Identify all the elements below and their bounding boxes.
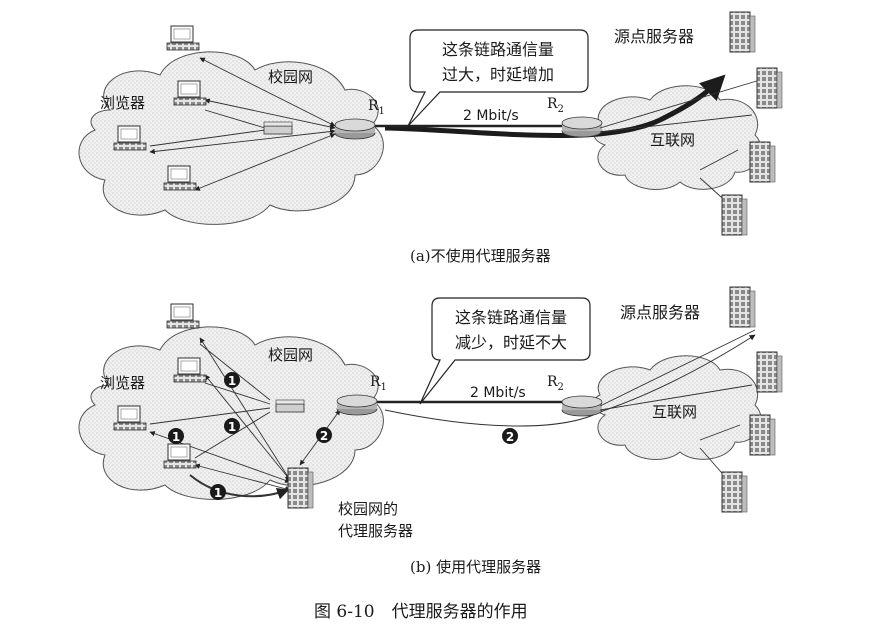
step-marker-2b: 2 bbox=[502, 428, 518, 444]
r2-label-a: R2 bbox=[547, 96, 564, 115]
browser-label-b: 浏览器 bbox=[100, 374, 145, 392]
r1-label-b: R1 bbox=[370, 374, 387, 393]
link-rate-label-a: 2 Mbit/s bbox=[463, 108, 519, 124]
proxy-server bbox=[287, 467, 314, 509]
origin-server-label-b: 源点服务器 bbox=[620, 303, 700, 322]
internet-cloud-a bbox=[593, 85, 762, 190]
callout-a-line1: 这条链路通信量 bbox=[442, 40, 554, 59]
internet-label-a: 互联网 bbox=[650, 131, 695, 149]
origin-server-b1 bbox=[729, 286, 756, 328]
browser-label-a: 浏览器 bbox=[100, 94, 145, 112]
origin-server-b2 bbox=[756, 351, 783, 393]
wan-heavy-link-a bbox=[384, 74, 726, 139]
origin-server-b4 bbox=[721, 471, 748, 513]
origin-server-b3 bbox=[749, 414, 776, 456]
svg-text:2: 2 bbox=[320, 429, 328, 443]
step-marker-1b: 1 bbox=[224, 418, 240, 434]
svg-text:1: 1 bbox=[228, 420, 236, 434]
origin-server-links-a bbox=[599, 79, 761, 206]
step-marker-1d: 1 bbox=[210, 484, 226, 500]
router-r2-a bbox=[561, 116, 603, 138]
campus-net-label-b: 校园网 bbox=[268, 346, 313, 364]
origin-server-a3 bbox=[749, 141, 776, 183]
origin-server-label-a: 源点服务器 bbox=[614, 27, 694, 46]
step-marker-1c: 1 bbox=[168, 428, 184, 444]
proxy-label-line2: 代理服务器 bbox=[338, 522, 413, 540]
router-r1-a bbox=[334, 118, 376, 140]
callout-a-line2: 过大，时延增加 bbox=[442, 65, 554, 84]
figure-caption: 图 6-10 代理服务器的作用 bbox=[314, 602, 528, 622]
callout-a: 这条链路通信量 过大，时延增加 bbox=[407, 29, 589, 127]
browser-links-a bbox=[149, 57, 336, 191]
router-r2-b bbox=[561, 395, 603, 417]
link-rate-label-b: 2 Mbit/s bbox=[470, 385, 526, 401]
r2-label-b: R2 bbox=[547, 374, 564, 393]
internet-cloud-b bbox=[593, 355, 762, 460]
internet-label-b: 互联网 bbox=[652, 403, 697, 421]
r1-label-a: R1 bbox=[368, 98, 385, 117]
origin-server-a1 bbox=[729, 11, 756, 53]
origin-server-a2 bbox=[756, 67, 783, 109]
browser-links-b bbox=[149, 337, 341, 500]
panel-b: 1 1 1 1 2 2 这条链路通信量 减少，时延不大 源点服务器 校园网 bbox=[78, 286, 783, 576]
panel-a: 这条链路通信量 过大，时延增加 源点服务器 校园网 浏览器 R1 R2 2 Mb… bbox=[78, 11, 783, 265]
svg-text:2: 2 bbox=[506, 430, 514, 444]
hub-b bbox=[275, 399, 305, 413]
svg-text:1: 1 bbox=[228, 374, 236, 388]
svg-text:1: 1 bbox=[214, 486, 222, 500]
caption-b: (b) 使用代理服务器 bbox=[410, 558, 541, 576]
callout-b: 这条链路通信量 减少，时延不大 bbox=[419, 297, 591, 405]
hub-a bbox=[263, 121, 293, 135]
svg-text:1: 1 bbox=[172, 430, 180, 444]
proxy-label-line1: 校园网的 bbox=[338, 500, 398, 518]
router-r1-b bbox=[336, 394, 378, 416]
caption-a: (a)不使用代理服务器 bbox=[410, 247, 551, 265]
browser-pc-a1 bbox=[166, 25, 200, 51]
browser-pc-b1 bbox=[166, 303, 200, 329]
callout-b-line1: 这条链路通信量 bbox=[455, 308, 567, 327]
campus-net-label-a: 校园网 bbox=[268, 68, 313, 86]
step-marker-1a: 1 bbox=[224, 372, 240, 388]
step-marker-2a: 2 bbox=[316, 427, 332, 443]
callout-b-line2: 减少，时延不大 bbox=[455, 333, 567, 352]
origin-server-a4 bbox=[721, 194, 748, 236]
